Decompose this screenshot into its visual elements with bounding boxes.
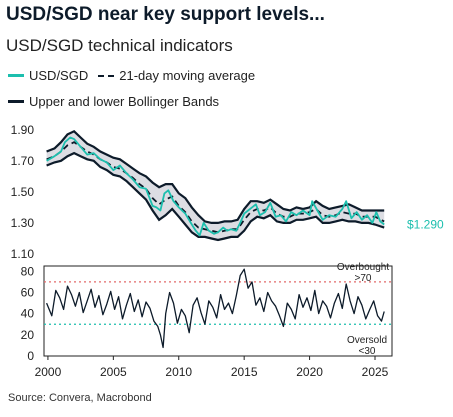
y-tick-label: 1.70	[11, 154, 35, 168]
x-tick-label: 2025	[362, 365, 389, 379]
rsi-y-tick-label: 80	[21, 264, 35, 278]
legend-swatch-ma	[98, 74, 115, 77]
legend-item-bands: Upper and lower Bollinger Bands	[8, 94, 219, 109]
rsi-panel-frame	[43, 265, 393, 357]
legend-label-bands: Upper and lower Bollinger Bands	[29, 94, 220, 109]
y-tick-label: 1.90	[11, 123, 35, 137]
legend-label-ma: 21-day moving average	[119, 68, 256, 83]
x-tick-label: 2020	[296, 365, 323, 379]
rsi-line	[45, 268, 385, 349]
end-value-label: $1.290	[407, 217, 444, 231]
rsi-y-tick-label: 60	[21, 285, 35, 299]
x-tick-label: 2015	[231, 365, 258, 379]
x-tick-label: 2010	[165, 365, 192, 379]
legend-item-ma: 21-day moving average	[98, 68, 255, 83]
legend-swatch-bands	[8, 100, 24, 103]
chart-subtitle: USD/SGD technical indicators	[6, 36, 233, 55]
chart-title: USD/SGD near key support levels...	[6, 4, 325, 25]
rsi-y-tick-label: 40	[21, 307, 35, 321]
moving-average-line	[46, 141, 385, 234]
legend-item-spot: USD/SGD	[8, 68, 88, 83]
usd-sgd-line	[46, 136, 385, 237]
x-tick-label: 2005	[100, 365, 127, 379]
oversold-label-value: <30	[359, 346, 376, 357]
overbought-label-value: >70	[355, 273, 372, 284]
legend-label-spot: USD/SGD	[29, 68, 89, 83]
oversold-label: Oversold	[347, 335, 387, 346]
rsi-y-tick-label: 20	[21, 328, 35, 342]
legend-row-2: Upper and lower Bollinger Bands	[8, 94, 229, 109]
upper-bollinger-line	[46, 129, 385, 224]
y-tick-label: 1.30	[11, 216, 35, 230]
x-tick-label: 2000	[35, 365, 62, 379]
overbought-label: Overbought	[337, 262, 389, 273]
rsi-y-tick-label: 0	[27, 349, 34, 363]
lower-bollinger-line	[46, 151, 385, 242]
y-tick-label: 1.10	[11, 247, 35, 261]
legend-row-1: USD/SGD 21-day moving average	[8, 68, 265, 83]
legend-swatch-spot	[8, 74, 24, 77]
y-tick-label: 1.50	[11, 185, 35, 199]
source-note: Source: Convera, Macrobond	[8, 392, 152, 404]
